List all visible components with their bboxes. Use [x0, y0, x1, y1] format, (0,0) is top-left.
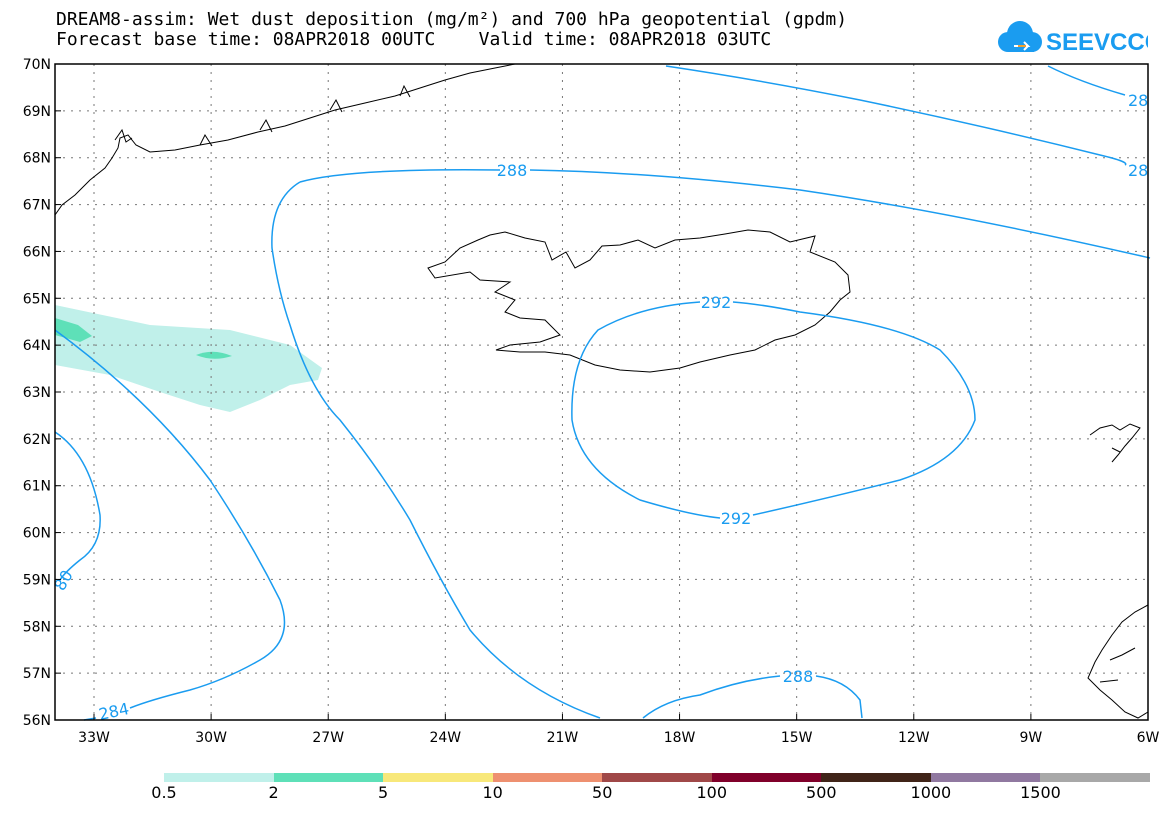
lon-label: 12W — [898, 730, 930, 746]
lon-label: 15W — [781, 730, 813, 746]
colorbar-label: 50 — [592, 783, 613, 802]
lon-label: 9W — [1020, 730, 1043, 746]
chart-title: DREAM8-assim: Wet dust deposition (mg/m²… — [56, 9, 848, 30]
latitude-labels: 70N 69N 68N 67N 66N 65N 64N 63N 62N 61N 60N 59N 58N 5… — [23, 57, 61, 729]
lon-label: 30W — [195, 730, 227, 746]
colorbar-label: 0.5 — [151, 783, 177, 802]
contour-288-south — [642, 675, 781, 719]
geopotential-contours — [54, 65, 1151, 721]
logo-text: SEEVCCC — [1046, 29, 1148, 56]
contour-292 — [571, 301, 721, 519]
lon-label: 33W — [78, 730, 110, 746]
colorbar-label: 5 — [378, 783, 389, 802]
lat-label: 61N — [23, 479, 51, 495]
lat-label: 57N — [23, 666, 51, 682]
colorbar-label: 100 — [696, 783, 728, 802]
colorbar-label: 1000 — [910, 783, 952, 802]
colorbar-segment — [711, 773, 822, 782]
colorbar-segment — [930, 773, 1041, 782]
lon-label: 21W — [547, 730, 579, 746]
lat-label: 67N — [23, 198, 51, 214]
seevccc-logo: SEEVCCC — [998, 21, 1148, 56]
lat-label: 62N — [23, 432, 51, 448]
colorbar-segment — [1040, 773, 1150, 782]
contour-label-edge-1: 28 — [1128, 91, 1148, 110]
contour-label-288-top: 288 — [497, 161, 528, 180]
chart-subtitle: Forecast base time: 08APR2018 00UTC Vali… — [56, 29, 772, 50]
dust-shade-mid-2 — [196, 351, 232, 359]
colorbar-segment — [273, 773, 384, 782]
scotland-coast — [1087, 604, 1149, 719]
colorbar-label: 1500 — [1020, 783, 1061, 802]
contour-label-280: 80 — [50, 567, 77, 594]
colorbar-segment — [821, 773, 931, 782]
contour-label-288-bottom: 288 — [783, 667, 814, 686]
lat-label: 69N — [23, 104, 51, 120]
greenland-coast-detail — [114, 84, 411, 147]
lon-label: 18W — [664, 730, 696, 746]
iceland-coast — [427, 229, 851, 373]
lat-label: 66N — [23, 244, 51, 260]
colorbar-segment — [164, 773, 274, 782]
lat-label: 68N — [23, 151, 51, 167]
contour-284 — [54, 431, 101, 581]
lat-label: 58N — [23, 619, 51, 635]
lon-label: 27W — [312, 730, 344, 746]
faroe-coast — [1089, 423, 1141, 463]
lat-label: 60N — [23, 526, 51, 542]
colorbar-segment — [602, 773, 712, 782]
grid-lines — [55, 64, 1148, 720]
contour-280 — [665, 65, 1127, 166]
lat-label: 59N — [23, 572, 51, 588]
lat-label: 70N — [23, 57, 51, 73]
contour-288-north — [271, 181, 601, 719]
contour-label-292-bottom: 292 — [721, 509, 752, 528]
lon-label: 6W — [1137, 730, 1160, 746]
greenland-coast — [54, 63, 516, 216]
colorbar-label: 10 — [482, 783, 503, 802]
dust-shade-low — [55, 305, 322, 412]
colorbar-segment — [383, 773, 493, 782]
longitude-labels: 33W 30W 27W 24W 21W 18W 15W 12W 9W 6W — [78, 714, 1160, 746]
lat-label: 64N — [23, 338, 51, 354]
colorbar-label: 500 — [806, 783, 837, 802]
colorbar-label: 2 — [268, 783, 279, 802]
cloud-icon — [998, 21, 1042, 52]
colorbar-segment — [492, 773, 603, 782]
lon-label: 24W — [429, 730, 461, 746]
lat-label: 63N — [23, 385, 51, 401]
contour-label-292-top: 292 — [701, 293, 732, 312]
lat-label: 65N — [23, 291, 51, 307]
lat-label: 56N — [23, 713, 51, 729]
contour-label-edge-2: 28 — [1128, 161, 1148, 180]
